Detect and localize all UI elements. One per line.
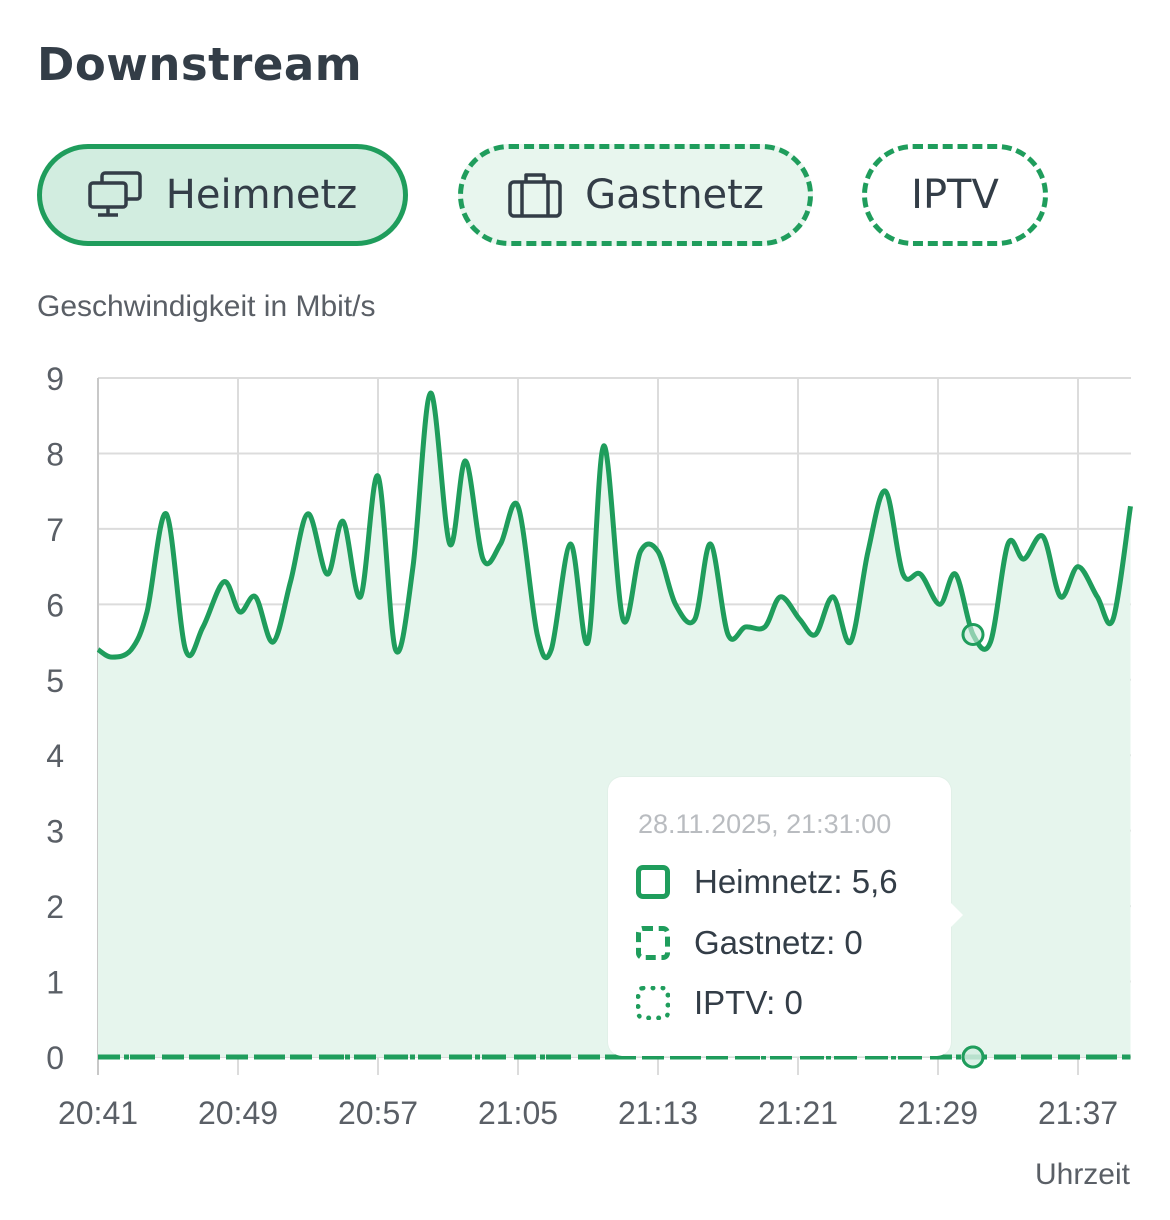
legend-swatch-solid <box>636 865 670 899</box>
monitors-icon <box>88 171 144 219</box>
tooltip-row-label: Heimnetz: 5,6 <box>694 863 898 900</box>
y-tick-label: 1 <box>46 965 64 1001</box>
y-tick-label: 5 <box>46 663 64 699</box>
chart-tooltip: 28.11.2025, 21:31:00 Heimnetz: 5,6 Gastn… <box>608 777 963 1056</box>
series-line-heimnetz <box>96 390 1133 661</box>
filter-iptv-button[interactable]: IPTV <box>862 144 1048 246</box>
x-tick-label: 21:13 <box>618 1095 698 1131</box>
tooltip-timestamp: 28.11.2025, 21:31:00 <box>638 809 892 839</box>
filter-heimnetz-button[interactable]: Heimnetz <box>37 144 408 246</box>
filter-gastnetz-label: Gastnetz <box>585 172 764 218</box>
tooltip-row-heimnetz: Heimnetz: 5,6 <box>636 861 898 903</box>
y-tick-label: 2 <box>46 889 64 925</box>
legend-swatch-dashed <box>636 926 670 960</box>
tooltip-row-iptv: IPTV: 0 <box>636 982 803 1024</box>
tooltip-row-label: IPTV: 0 <box>694 984 803 1021</box>
filter-heimnetz-label: Heimnetz <box>165 172 358 218</box>
tooltip-arrow <box>951 903 963 927</box>
y-tick-label: 4 <box>46 738 64 774</box>
y-tick-label: 7 <box>46 512 64 548</box>
x-tick-label: 21:21 <box>758 1095 838 1131</box>
tooltip-row-label: Gastnetz: 0 <box>694 924 863 961</box>
y-tick-label: 6 <box>46 587 64 623</box>
x-tick-label: 20:41 <box>58 1095 138 1131</box>
x-tick-label: 20:57 <box>338 1095 418 1131</box>
tooltip-row-gastnetz: Gastnetz: 0 <box>636 922 863 964</box>
y-tick-label: 3 <box>46 814 64 850</box>
y-tick-label: 9 <box>46 361 64 397</box>
highlight-point <box>961 1045 985 1069</box>
y-axis-title: Geschwindigkeit in Mbit/s <box>37 290 376 323</box>
highlight-point <box>961 623 985 647</box>
y-tick-label: 0 <box>46 1040 64 1076</box>
x-axis-title: Uhrzeit <box>1034 1158 1130 1191</box>
filter-iptv-label: IPTV <box>911 172 999 218</box>
legend-swatch-dotted <box>636 986 670 1020</box>
x-tick-label: 21:29 <box>898 1095 978 1131</box>
x-tick-label: 20:49 <box>198 1095 278 1131</box>
x-tick-label: 21:37 <box>1038 1095 1118 1131</box>
y-tick-label: 8 <box>46 436 64 472</box>
page-title: Downstream <box>37 38 363 91</box>
filter-gastnetz-button[interactable]: Gastnetz <box>458 144 813 246</box>
x-tick-label: 21:05 <box>478 1095 558 1131</box>
suitcase-icon <box>507 171 563 219</box>
